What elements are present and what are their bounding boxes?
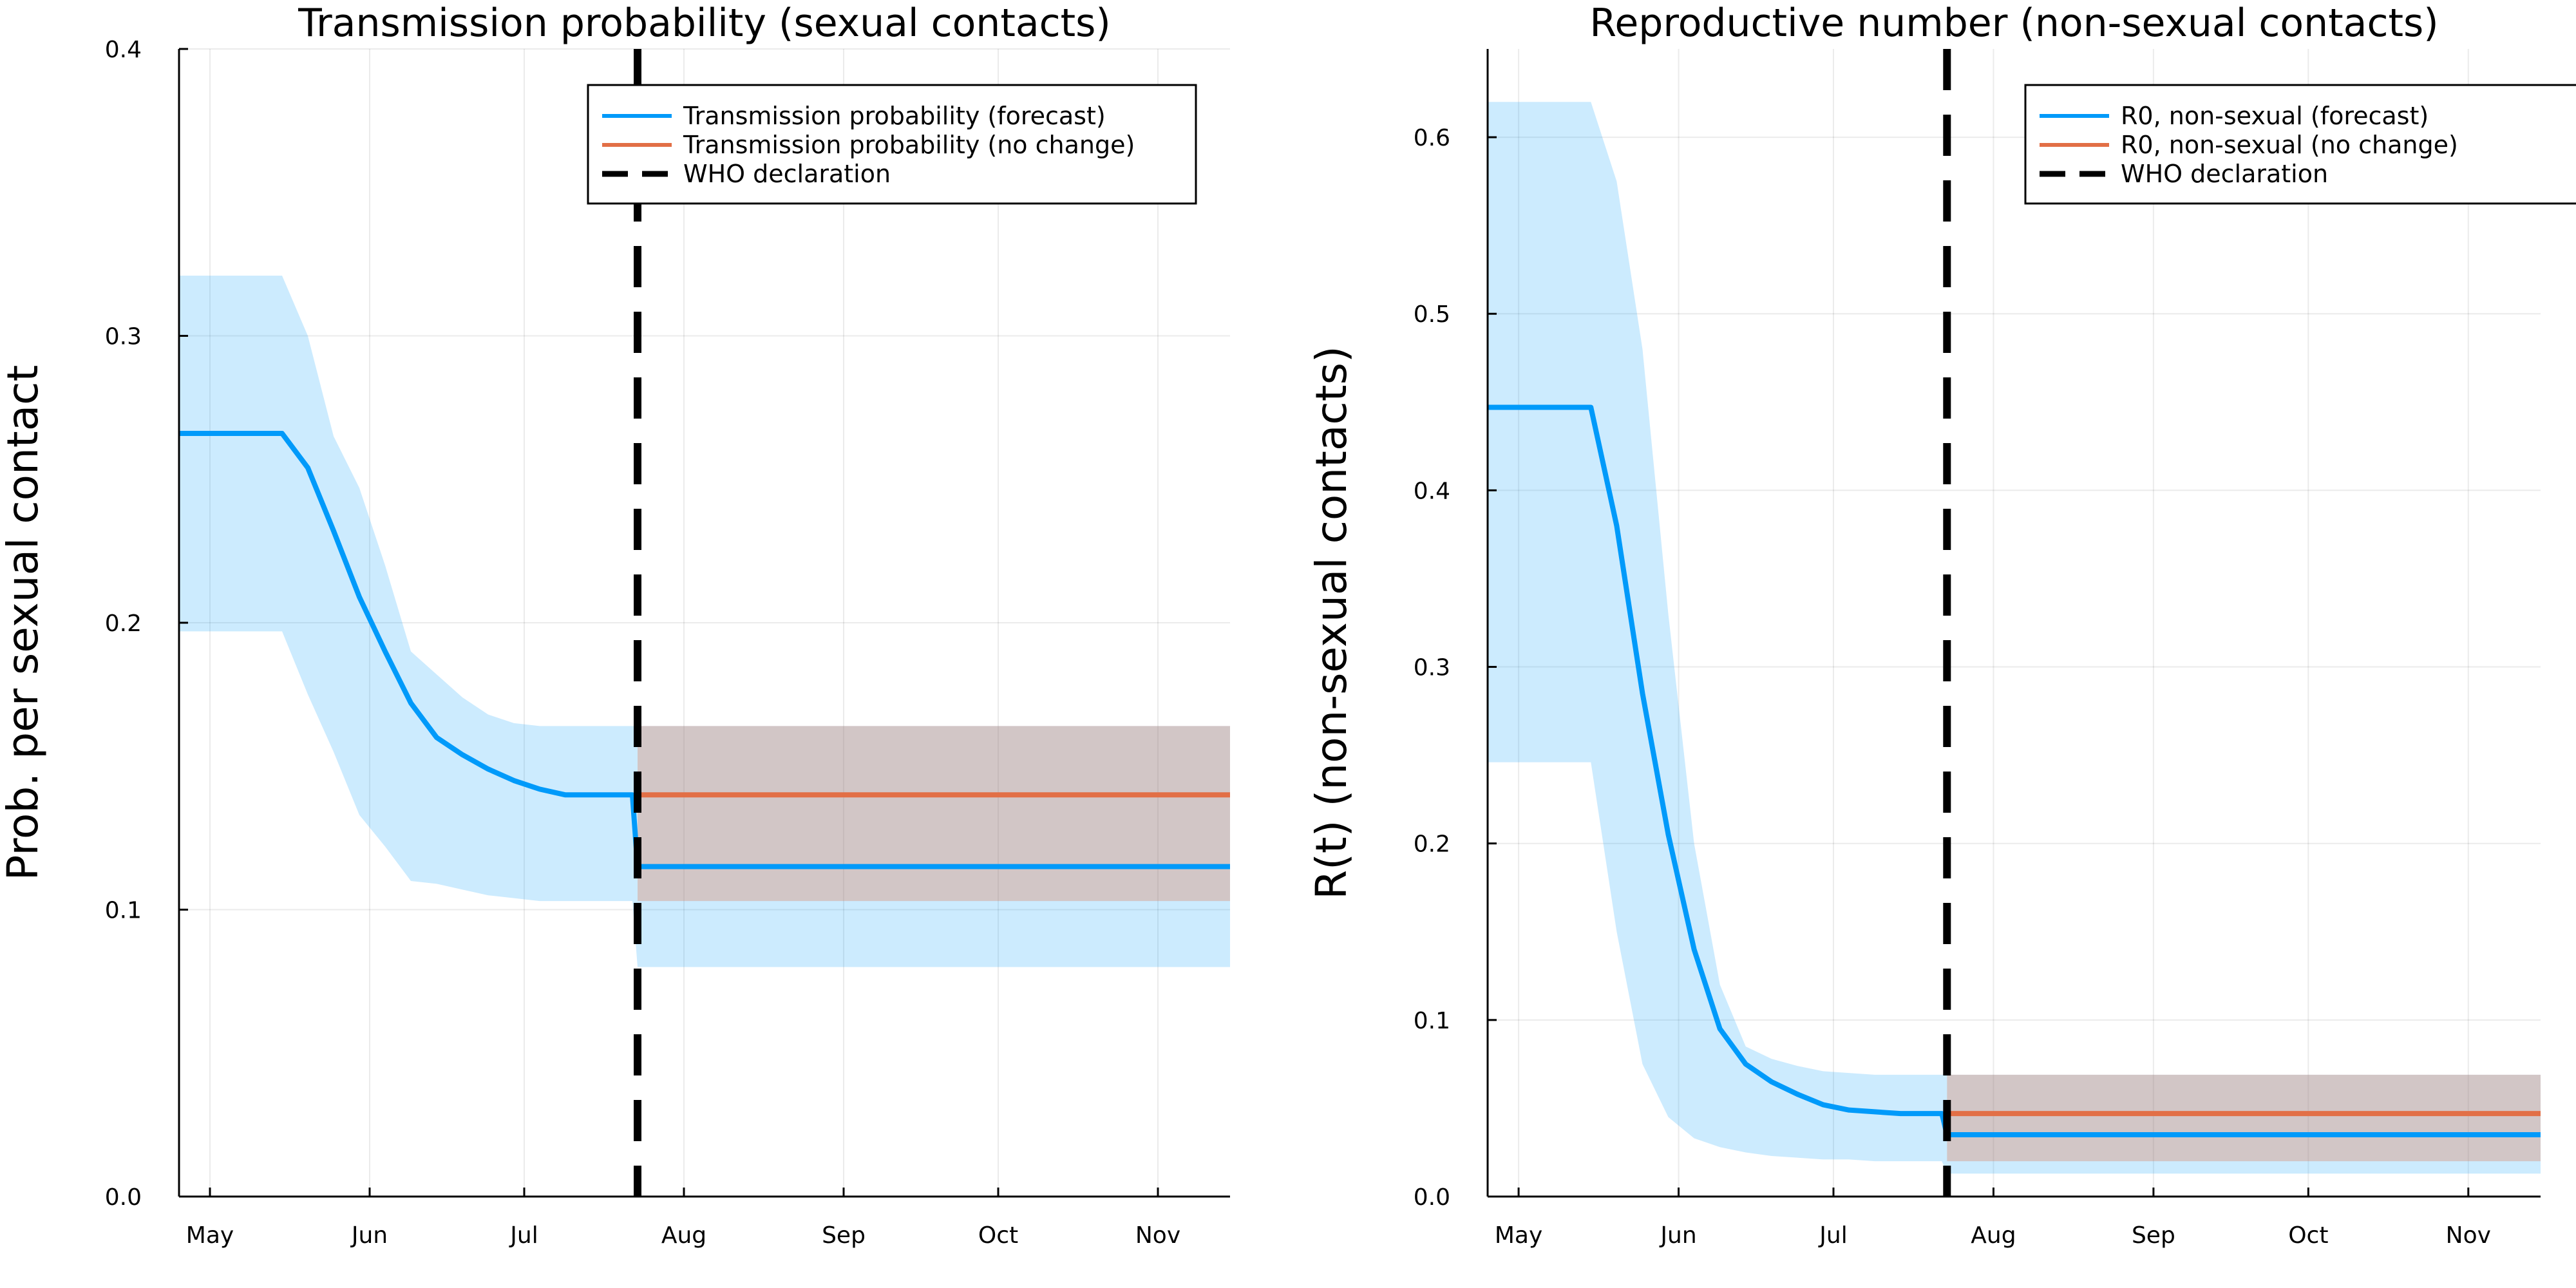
x-tick-label: May: [1495, 1222, 1542, 1249]
chart-title: Transmission probability (sexual contact…: [298, 1, 1111, 46]
series-1-line: [179, 430, 1230, 869]
y-tick-label: 0.2: [1414, 831, 1450, 858]
chart-panel-2: May Jun Jul Aug Sep Oct Nov 0.0 0.1 0.2 0.3 0.4 0.5 0…: [1307, 1, 2576, 1249]
y-tick-label: 0.3: [1414, 655, 1450, 681]
legend-label: R0, non-sexual (no change): [2121, 131, 2458, 159]
x-tick-label: Jun: [350, 1222, 388, 1249]
x-tick-label: Oct: [2288, 1222, 2328, 1249]
legend-box: [587, 84, 1197, 205]
y-tick-label: 0.1: [1414, 1008, 1450, 1034]
x-tick-label: Jul: [509, 1222, 538, 1249]
x-tick-label: Oct: [978, 1222, 1018, 1249]
x-tick-label: Aug: [661, 1222, 706, 1249]
x-tick-label: Jun: [1659, 1222, 1696, 1249]
x-tick-label: Sep: [2132, 1222, 2175, 1249]
legend-box: [2024, 84, 2576, 205]
y-tick-label: 0.1: [105, 898, 142, 924]
legend-label: Transmission probability (no change): [683, 131, 1135, 159]
y-tick-label: 0.4: [1414, 478, 1450, 504]
x-tick-label: Nov: [1135, 1222, 1180, 1249]
legend: Transmission probability (forecast)Trans…: [587, 84, 1197, 205]
legend-label: R0, non-sexual (forecast): [2121, 102, 2429, 130]
x-tick-label: Aug: [1971, 1222, 2016, 1249]
legend-label: WHO declaration: [683, 160, 891, 188]
legend-label: Transmission probability (forecast): [683, 102, 1106, 130]
y-tick-label: 0.4: [105, 37, 142, 63]
y-tick-label: 0.5: [1414, 301, 1450, 328]
x-tick-label: Sep: [822, 1222, 866, 1249]
y-tick-label: 0.2: [105, 611, 142, 637]
chart-title: Reproductive number (non-sexual contacts…: [1589, 1, 2438, 46]
y-tick-label: 0.0: [105, 1184, 142, 1211]
series-1-band: [1488, 102, 2541, 1174]
chart-panel-1: May Jun Jul Aug Sep Oct Nov 0.0 0.1 0.2 0.3 0.4 Tran…: [0, 1, 1230, 1249]
legend-label: WHO declaration: [2121, 160, 2328, 188]
series-2-band: [1947, 1074, 2541, 1162]
y-axis-label: R(t) (non-sexual contacts): [1307, 346, 1356, 899]
y-tick-label: 0.6: [1414, 125, 1450, 151]
x-tick-label: May: [186, 1222, 234, 1249]
x-tick-label: Jul: [1818, 1222, 1847, 1249]
series-2-band: [638, 726, 1230, 902]
y-tick-label: 0.3: [105, 324, 142, 350]
y-axis-label: Prob. per sexual contact: [0, 365, 48, 881]
y-tick-label: 0.0: [1414, 1184, 1450, 1211]
series-1-line: [1488, 404, 2541, 1138]
x-tick-label: Nov: [2446, 1222, 2491, 1249]
legend: R0, non-sexual (forecast)R0, non-sexual …: [2024, 84, 2576, 205]
